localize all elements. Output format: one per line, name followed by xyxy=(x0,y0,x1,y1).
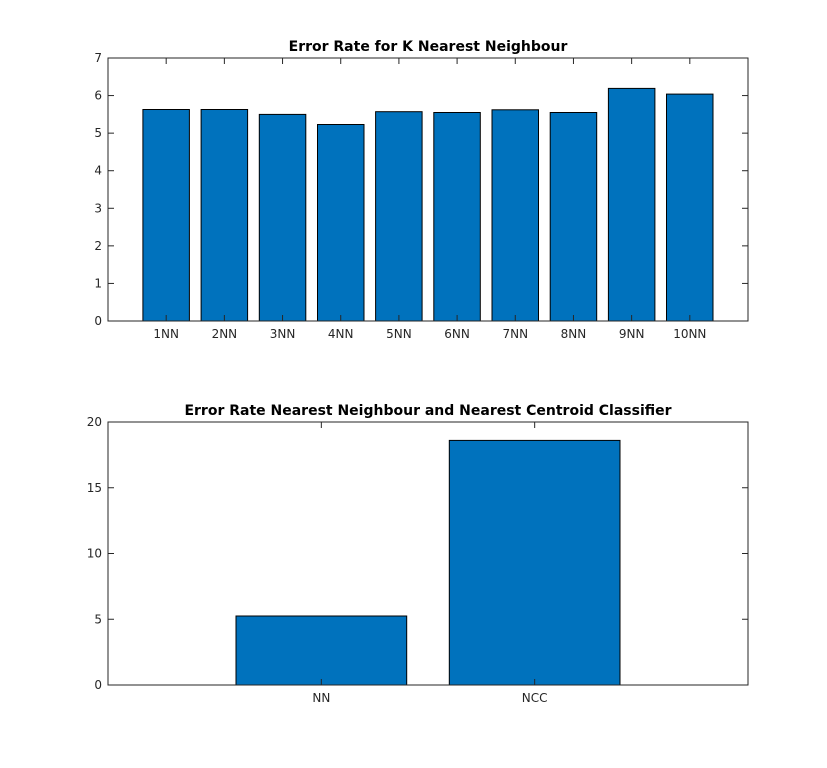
y-tick-label: 5 xyxy=(94,612,102,626)
bar-2nn xyxy=(200,109,249,322)
x-tick-label: 9NN xyxy=(619,327,645,341)
bar-1nn xyxy=(142,109,190,322)
knn-axes: 0 1 2 3 4 5 6 7 1NN 2NN 3NN 4NN 5NN 6NN 7NN 8NN 9NN 10NN xyxy=(94,51,749,341)
bar-9nn xyxy=(607,87,656,322)
y-tick-label: 6 xyxy=(94,89,102,103)
y-tick-label: 3 xyxy=(94,201,102,215)
y-tick-label: 4 xyxy=(94,164,102,178)
bar-8nn xyxy=(549,112,598,322)
x-tick-label: 3NN xyxy=(270,327,296,341)
x-tick-label: 7NN xyxy=(502,327,528,341)
knn-error-chart: Error Rate for K Nearest Neighbour 0 1 2 3 4… xyxy=(94,39,749,341)
y-tick-label: 5 xyxy=(94,126,102,140)
nn-ncc-error-chart: Error Rate Nearest Neighbour and Nearest… xyxy=(87,403,749,705)
x-tick-label: 8NN xyxy=(561,327,587,341)
x-tick-label: 4NN xyxy=(328,327,354,341)
y-tick-label: 7 xyxy=(94,51,102,65)
bar-10nn xyxy=(666,93,714,322)
x-tick-label: 5NN xyxy=(386,327,412,341)
y-tick-label: 15 xyxy=(87,481,102,495)
bar-7nn xyxy=(491,109,539,322)
x-tick-label: 2NN xyxy=(212,327,238,341)
y-tick-label: 20 xyxy=(87,415,102,429)
nn-ncc-chart-title: Error Rate Nearest Neighbour and Nearest… xyxy=(184,403,671,419)
nn-ncc-axes: 0 5 10 15 20 NN NCC xyxy=(87,415,749,705)
bar-ncc xyxy=(448,439,621,686)
y-tick-label: 10 xyxy=(87,547,102,561)
nn-ncc-bars xyxy=(235,439,621,686)
x-tick-label: 10NN xyxy=(673,327,706,341)
axes-box xyxy=(107,421,749,686)
y-tick-label: 1 xyxy=(94,276,102,290)
y-tick-label: 2 xyxy=(94,239,102,253)
x-tick-label: NN xyxy=(312,691,330,705)
bar-5nn xyxy=(375,111,423,322)
bar-4nn xyxy=(317,124,365,322)
x-tick-label: 6NN xyxy=(444,327,470,341)
knn-bars xyxy=(142,87,714,322)
bar-3nn xyxy=(258,113,307,322)
axes-box xyxy=(107,57,749,322)
bar-6nn xyxy=(433,112,481,322)
x-tick-label: 1NN xyxy=(153,327,179,341)
bar-nn xyxy=(235,615,408,686)
y-tick-label: 0 xyxy=(94,678,102,692)
y-tick-label: 0 xyxy=(94,314,102,328)
knn-chart-title: Error Rate for K Nearest Neighbour xyxy=(289,39,568,55)
x-tick-label: NCC xyxy=(522,691,548,705)
